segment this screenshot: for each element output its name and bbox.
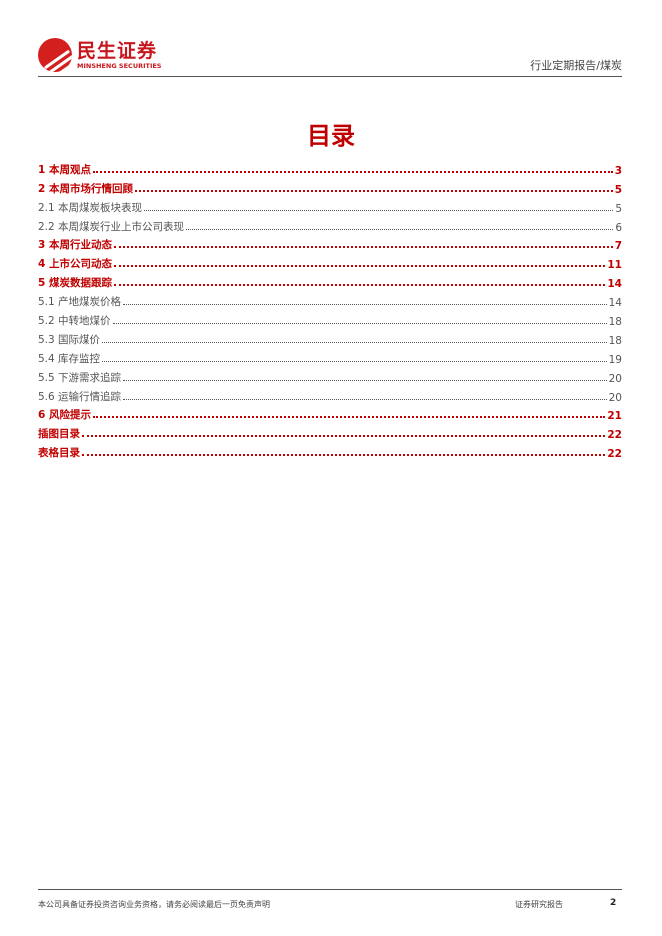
toc-entry-page: 22 bbox=[607, 448, 622, 461]
toc-entry-page: 22 bbox=[607, 429, 622, 442]
toc-entry-label: 6 风险提示 bbox=[38, 409, 91, 422]
toc-entry[interactable]: 5.5 下游需求追踪 20 bbox=[38, 366, 622, 385]
toc-entry-label: 5.5 下游需求追踪 bbox=[38, 371, 122, 384]
toc-entry[interactable]: 5.1 产地煤炭价格 14 bbox=[38, 290, 622, 309]
toc-entry-label: 插图目录 bbox=[38, 428, 80, 441]
toc-entry-label: 3 本周行业动态 bbox=[38, 239, 112, 252]
toc-entry[interactable]: 4 上市公司动态 11 bbox=[38, 252, 622, 271]
toc-entry-page: 11 bbox=[607, 259, 622, 272]
toc-leader-dots bbox=[92, 416, 606, 419]
report-category: 行业定期报告/煤炭 bbox=[530, 59, 622, 72]
footer-report-type: 证券研究报告 bbox=[515, 900, 563, 909]
toc-entry-page: 19 bbox=[608, 353, 622, 366]
toc-entry-page: 21 bbox=[607, 410, 622, 423]
page-number: 2 bbox=[610, 898, 617, 908]
toc-entry-label: 5.2 中转地煤价 bbox=[38, 315, 111, 328]
logo-icon bbox=[38, 38, 72, 72]
toc-entry-label: 5 煤炭数据跟踪 bbox=[38, 277, 112, 290]
toc-leader-dots bbox=[123, 304, 607, 306]
toc-leader-dots bbox=[186, 228, 614, 230]
toc-entry-label: 5.6 运输行情追踪 bbox=[38, 390, 122, 403]
toc-leader-dots bbox=[102, 360, 607, 362]
toc-leader-dots bbox=[123, 379, 607, 381]
toc-entry[interactable]: 5 煤炭数据跟踪 14 bbox=[38, 271, 622, 290]
toc-leader-dots bbox=[123, 398, 607, 400]
company-logo: 民生证券 MINSHENG SECURITIES bbox=[38, 38, 162, 72]
toc-leader-dots bbox=[102, 341, 607, 343]
toc-entry-page: 3 bbox=[614, 164, 622, 177]
table-of-contents: 1 本周观点 3 2 本周市场行情回顾 5 2.1 本周煤炭板块表现 5 2.2 本周煤炭行… bbox=[38, 158, 622, 460]
toc-entry-label: 5.3 国际煤价 bbox=[38, 333, 101, 346]
toc-entry[interactable]: 2 本周市场行情回顾 5 bbox=[38, 177, 622, 196]
toc-entry-page: 14 bbox=[607, 278, 622, 291]
toc-entry-label: 2 本周市场行情回顾 bbox=[38, 182, 133, 195]
footer-divider bbox=[38, 889, 622, 890]
toc-entry-label: 4 上市公司动态 bbox=[38, 258, 112, 271]
toc-entry[interactable]: 插图目录 22 bbox=[38, 422, 622, 441]
footer-disclaimer: 本公司具备证券投资咨询业务资格，请务必阅读最后一页免责声明 bbox=[38, 900, 270, 909]
toc-entry-label: 5.4 库存监控 bbox=[38, 352, 101, 365]
toc-entry-page: 20 bbox=[608, 372, 622, 385]
toc-entry-label: 2.2 本周煤炭行业上市公司表现 bbox=[38, 220, 185, 233]
header-divider bbox=[38, 76, 622, 77]
toc-entry[interactable]: 3 本周行业动态 7 bbox=[38, 234, 622, 253]
toc-entry-label: 2.1 本周煤炭板块表现 bbox=[38, 201, 143, 214]
toc-leader-dots bbox=[134, 189, 613, 192]
toc-entry-page: 14 bbox=[608, 297, 622, 310]
toc-entry-page: 7 bbox=[614, 240, 622, 253]
toc-entry[interactable]: 5.4 库存监控 19 bbox=[38, 347, 622, 366]
toc-leader-dots bbox=[113, 246, 613, 249]
page-title: 目录 bbox=[307, 122, 355, 150]
toc-leader-dots bbox=[112, 323, 607, 325]
toc-entry-page: 20 bbox=[608, 391, 622, 404]
toc-entry[interactable]: 1 本周观点 3 bbox=[38, 158, 622, 177]
toc-leader-dots bbox=[82, 454, 606, 457]
toc-entry[interactable]: 2.1 本周煤炭板块表现 5 bbox=[38, 196, 622, 215]
toc-entry[interactable]: 6 风险提示 21 bbox=[38, 404, 622, 423]
toc-leader-dots bbox=[113, 284, 606, 287]
logo-name-cn: 民生证券 bbox=[77, 40, 158, 62]
toc-entry[interactable]: 5.6 运输行情追踪 20 bbox=[38, 385, 622, 404]
toc-entry[interactable]: 表格目录 22 bbox=[38, 441, 622, 460]
logo-name-en: MINSHENG SECURITIES bbox=[77, 62, 162, 70]
toc-entry-label: 5.1 产地煤炭价格 bbox=[38, 296, 122, 309]
toc-entry[interactable]: 2.2 本周煤炭行业上市公司表现 6 bbox=[38, 215, 622, 234]
toc-leader-dots bbox=[144, 209, 614, 211]
toc-entry-label: 表格目录 bbox=[38, 447, 80, 460]
toc-leader-dots bbox=[82, 435, 606, 438]
toc-entry-page: 18 bbox=[608, 334, 622, 347]
toc-entry-page: 6 bbox=[615, 221, 622, 234]
toc-entry-page: 5 bbox=[614, 183, 622, 196]
toc-entry-page: 5 bbox=[615, 202, 622, 215]
toc-entry[interactable]: 5.2 中转地煤价 18 bbox=[38, 309, 622, 328]
toc-entry-page: 18 bbox=[608, 316, 622, 329]
toc-entry-label: 1 本周观点 bbox=[38, 163, 91, 176]
toc-leader-dots bbox=[113, 265, 606, 268]
toc-leader-dots bbox=[92, 170, 613, 173]
toc-entry[interactable]: 5.3 国际煤价 18 bbox=[38, 328, 622, 347]
